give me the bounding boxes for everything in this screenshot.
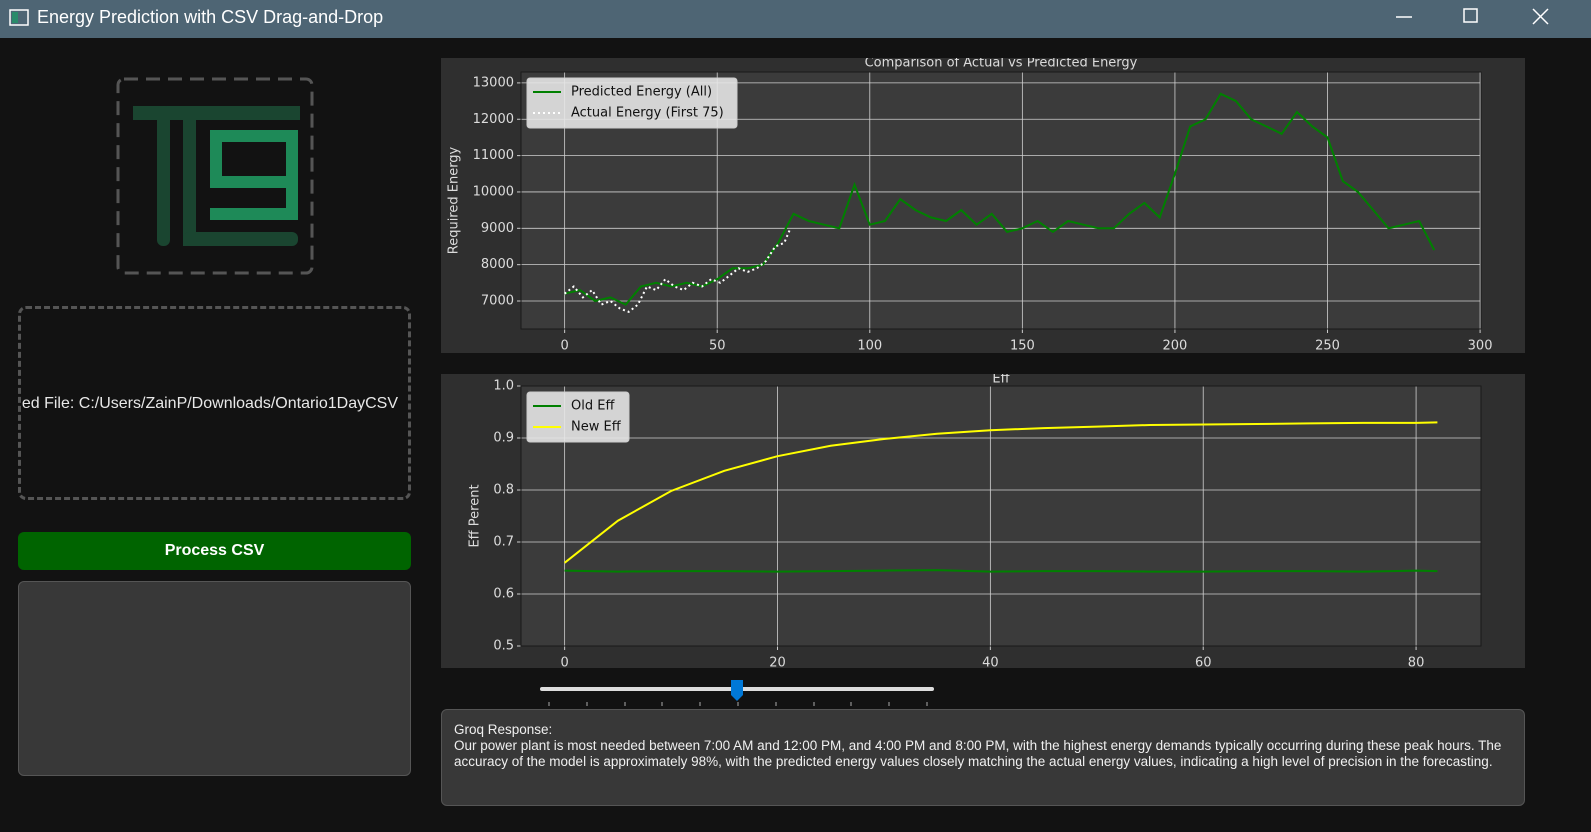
legend-label: New Eff [571, 420, 622, 435]
y-tick-label: 0.7 [493, 535, 514, 550]
process-button[interactable]: Process CSV [18, 532, 411, 570]
y-tick-label: 13000 [473, 75, 514, 90]
y-tick-label: 7000 [481, 294, 514, 309]
response-heading: Groq Response: [454, 722, 553, 737]
x-tick-label: 150 [1010, 339, 1035, 354]
y-tick-label: 1.0 [493, 379, 514, 394]
x-tick-label: 0 [560, 656, 568, 669]
y-axis-label: Eff Perent [468, 484, 483, 547]
slider[interactable] [535, 678, 940, 708]
y-tick-label: 10000 [473, 184, 514, 199]
plot-frame [520, 71, 1482, 330]
legend-label: Predicted Energy (All) [571, 85, 712, 100]
plot-frame [520, 385, 1482, 647]
x-tick-label: 20 [769, 656, 786, 669]
x-tick-label: 80 [1408, 656, 1425, 669]
y-tick-label: 0.5 [493, 639, 514, 654]
drop-zone[interactable]: ded File: C:/Users/ZainP/Downloads/Ontar… [18, 306, 411, 500]
y-tick-label: 12000 [473, 112, 514, 127]
y-tick-label: 11000 [473, 148, 514, 163]
legend-label: Actual Energy (First 75) [571, 106, 724, 121]
output-box [18, 581, 411, 776]
response-box: Groq Response: Our power plant is most n… [441, 709, 1525, 806]
x-tick-label: 250 [1315, 339, 1340, 354]
series-line [564, 92, 1436, 306]
y-tick-label: 0.9 [493, 431, 514, 446]
x-tick-label: 40 [982, 656, 999, 669]
y-axis-label: Required Energy [447, 146, 462, 254]
plot-area [521, 386, 1481, 646]
x-tick-label: 60 [1195, 656, 1212, 669]
logo [116, 77, 314, 275]
x-tick-label: 300 [1468, 339, 1493, 354]
x-tick-label: 50 [709, 339, 726, 354]
x-tick-label: 200 [1163, 339, 1188, 354]
x-tick-label: 0 [560, 339, 568, 354]
y-tick-label: 8000 [481, 257, 514, 272]
series-line [563, 421, 1438, 564]
window-title: Energy Prediction with CSV Drag-and-Drop [37, 7, 384, 27]
chart-eff: Eff Eff Perent 0 20 40 60 80 0.5 0.6 0.7 0.8 0.9 1.0… [441, 374, 1525, 668]
chart-title: Eff [992, 374, 1010, 387]
loaded-file-label: ded File: C:/Users/ZainP/Downloads/Ontar… [18, 395, 398, 412]
series-line [563, 227, 792, 314]
app-icon [9, 9, 29, 26]
y-tick-label: 9000 [481, 221, 514, 236]
x-tick-label: 100 [857, 339, 882, 354]
title-bar: Energy Prediction with CSV Drag-and-Drop [0, 0, 1591, 38]
y-tick-label: 0.6 [493, 587, 514, 602]
window-controls[interactable] [1380, 0, 1591, 38]
chart-energy: Comparison of Actual vs Predicted Energy… [441, 58, 1525, 353]
legend-box [526, 77, 738, 129]
chart-title: Comparison of Actual vs Predicted Energy [865, 58, 1138, 71]
legend-label: Old Eff [571, 399, 615, 414]
series-line [564, 569, 1438, 573]
response-text: Our power plant is most needed between 7… [454, 738, 1502, 769]
legend-box [526, 391, 630, 443]
y-tick-label: 0.8 [493, 483, 514, 498]
